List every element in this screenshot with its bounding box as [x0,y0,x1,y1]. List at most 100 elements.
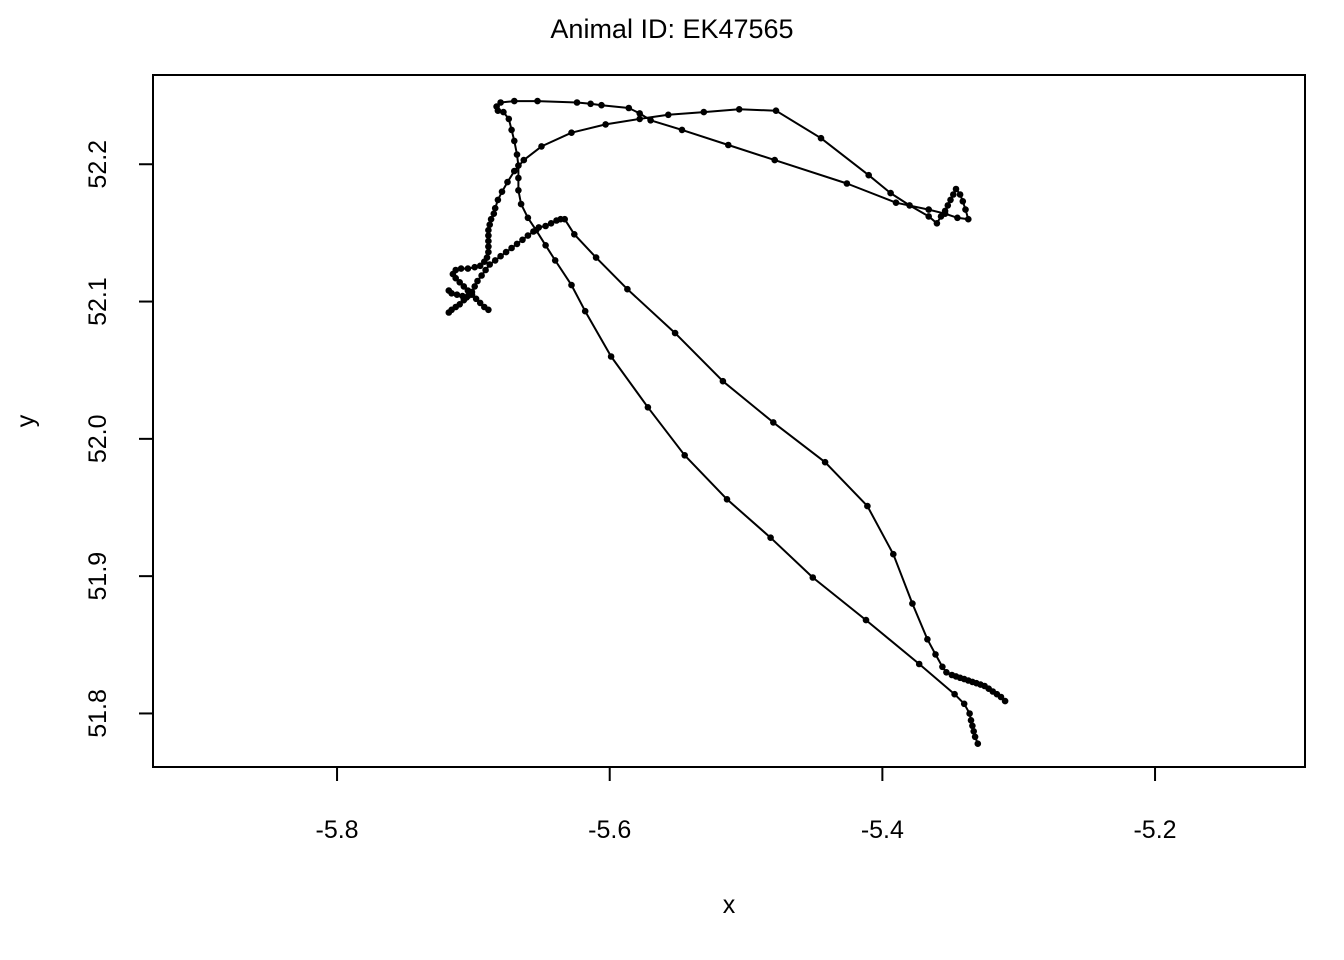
x-tick-label: -5.6 [588,816,631,844]
track-point [486,221,494,228]
track-point [453,291,461,299]
track-point [547,220,555,227]
track-point [508,244,515,252]
y-tick-label: 51.9 [84,552,112,601]
track-point [482,266,489,274]
track-point [636,115,643,123]
track-point [498,188,506,195]
track-point [481,303,488,311]
track-point [951,690,958,698]
track-point [887,189,894,197]
track-point [644,404,652,411]
track-point [971,733,979,741]
track-point [500,108,507,116]
track-line [451,100,979,745]
track-point [571,231,578,238]
y-tick-label: 52.2 [84,140,112,189]
track-point [519,236,526,244]
track-point [892,199,900,206]
track-point [497,99,504,106]
track-point [959,198,967,205]
track-point [915,660,923,668]
track-point [770,419,777,426]
track-point [494,107,502,114]
track-point [494,196,502,204]
track-point [933,220,941,227]
track-point [700,108,708,116]
track-point [602,121,609,128]
track-point [542,242,549,249]
track-point [471,263,479,271]
track-point [471,283,479,290]
track-point [939,663,946,671]
track-point [573,99,581,106]
track-point [535,224,543,231]
track-point [463,294,470,301]
track-point [956,191,964,198]
track-point [719,377,727,385]
track-point [772,107,780,114]
track-point [497,252,504,260]
track-point [464,265,472,272]
track-point [530,228,537,235]
y-axis-title: y [12,414,40,427]
y-tick-label: 52.1 [84,277,112,326]
track-point [647,117,654,124]
track-point [925,213,932,220]
track-point [448,290,455,297]
track-point [962,206,969,213]
track-point [485,243,492,250]
track-point [723,496,731,503]
track-point [515,187,522,194]
track-point [966,710,973,717]
track-point [952,185,960,193]
track-point [817,134,825,142]
track-point [969,722,976,730]
x-tick-label: -5.2 [1133,816,1176,844]
track-point [909,600,916,607]
track-point [607,353,615,360]
track-point [890,550,897,558]
track-point [865,171,872,179]
track-point [456,301,464,308]
track-point [587,100,594,108]
track-point [551,257,559,264]
track-point [490,210,498,217]
track-point [681,452,688,459]
x-tick-label: -5.8 [316,816,359,844]
track-point [515,162,522,169]
track-point [508,126,515,134]
plot-frame [152,74,1306,768]
track-point [843,180,851,187]
track-point [624,285,631,293]
track-line [448,218,1006,702]
track-point [974,740,982,747]
track-point [468,288,476,296]
track-point [954,214,961,222]
track-point [457,265,465,272]
track-point [491,257,499,264]
track-point [485,237,492,245]
x-tick-label: -5.4 [861,816,904,844]
track-point [520,156,528,164]
x-axis: -5.8 -5.6 -5.4 -5.2 [316,767,1177,844]
track-point [491,204,499,212]
track-point [767,534,774,541]
track-point [513,240,521,248]
track-point [967,717,975,724]
track-point [452,266,460,274]
track-point [485,248,492,256]
track-point [625,104,633,112]
track-point [487,215,495,223]
track-point [483,254,491,261]
track-point [725,141,732,149]
track-point [678,126,686,134]
track-point [485,226,492,234]
y-tick-label: 51.8 [84,689,112,738]
track-point [965,215,972,223]
track-point [970,728,977,735]
track-point [924,636,931,643]
track-point [474,277,481,285]
track-point [906,202,913,209]
y-axis: 51.8 51.9 52.0 52.1 52.2 [84,140,153,738]
